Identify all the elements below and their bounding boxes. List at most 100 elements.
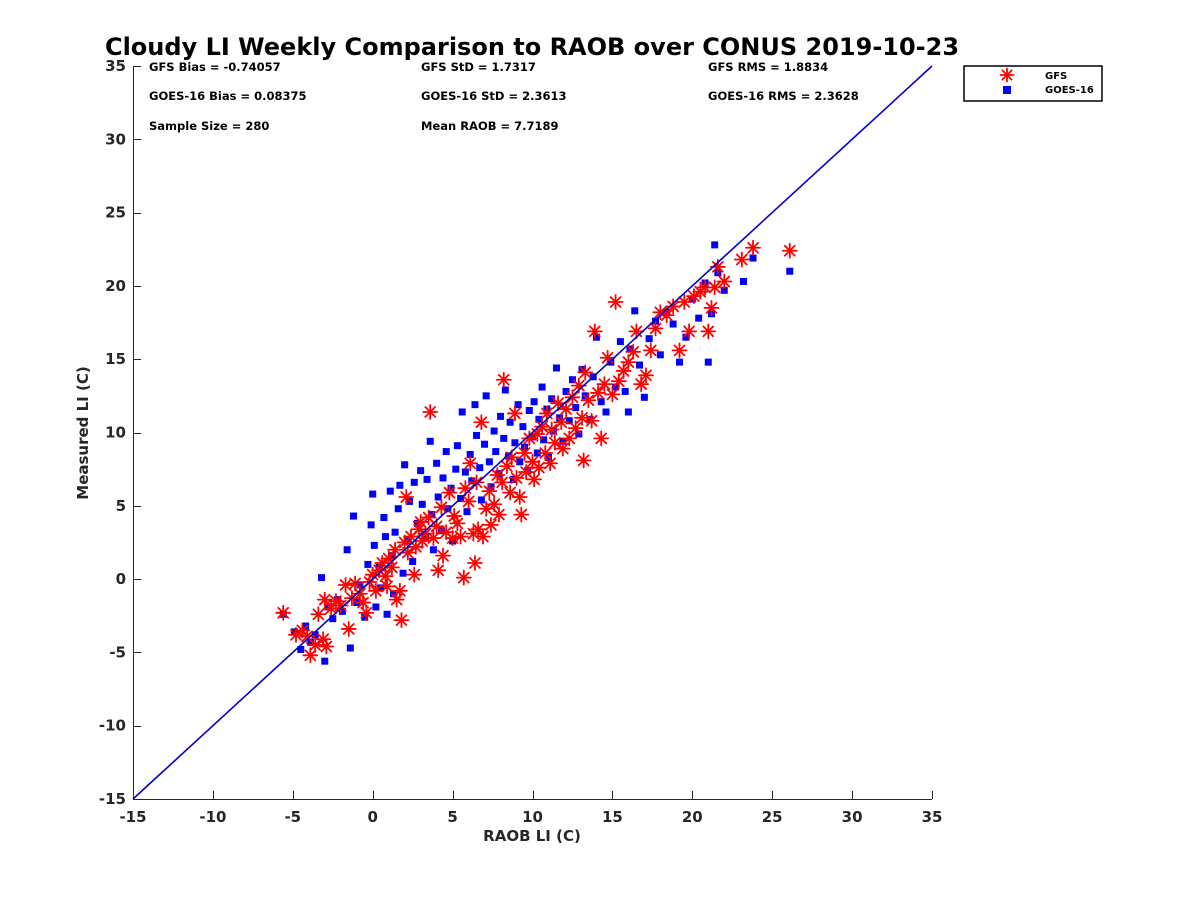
- gfs-point: [435, 547, 451, 564]
- x-tick-label: 20: [682, 808, 703, 826]
- goes-16-point: [399, 569, 407, 577]
- gfs-point: [367, 582, 384, 599]
- series-gfs: [275, 239, 798, 664]
- gfs-point: [676, 294, 693, 310]
- gfs-point: [620, 354, 637, 371]
- goes-16-point: [669, 320, 677, 328]
- goes-16-point: [297, 645, 305, 653]
- stat-goes-rms: GOES-16 RMS = 2.3628: [708, 89, 859, 103]
- goes-16-point: [318, 574, 326, 582]
- gfs-point: [337, 577, 354, 593]
- goes-16-point: [749, 254, 757, 262]
- gfs-point: [658, 307, 675, 324]
- goes-16-point: [565, 417, 573, 425]
- goes-16-point: [444, 505, 452, 513]
- goes-16-point: [290, 628, 298, 636]
- goes-16-point: [447, 484, 455, 492]
- gfs-point: [391, 582, 408, 599]
- goes-16-point: [389, 590, 397, 598]
- y-tick-label: -15: [99, 790, 126, 808]
- gfs-point: [468, 474, 485, 491]
- gfs-point: [358, 604, 375, 621]
- gfs-point: [467, 555, 483, 571]
- gfs-point: [441, 484, 458, 501]
- stat-gfs-std: GFS StD = 1.7317: [421, 60, 536, 74]
- y-tick-label: 30: [105, 130, 126, 148]
- gfs-point: [561, 430, 578, 447]
- x-tick-label: 5: [447, 808, 457, 826]
- legend-goes-square-icon: [1003, 86, 1011, 94]
- goes-16-point: [575, 430, 583, 438]
- gfs-point: [275, 604, 292, 621]
- goes-16-point: [497, 412, 505, 420]
- goes-16-point: [695, 314, 703, 322]
- goes-16-point: [466, 450, 474, 458]
- y-tick-label: 0: [116, 570, 126, 588]
- goes-16-point: [485, 458, 493, 466]
- gfs-point: [430, 562, 447, 579]
- gfs-point: [716, 273, 733, 290]
- goes-16-point: [477, 496, 485, 504]
- gfs-point: [452, 528, 469, 545]
- gfs-point: [491, 506, 507, 523]
- gfs-point: [607, 294, 624, 310]
- goes-16-point: [468, 477, 476, 485]
- goes-16-point: [410, 478, 418, 486]
- goes-16-point: [369, 490, 377, 498]
- legend-label-gfs: GFS: [1045, 71, 1067, 82]
- gfs-point: [513, 506, 530, 523]
- gfs-point: [703, 299, 720, 316]
- gfs-point: [625, 343, 642, 360]
- legend-label-goes-16: GOES-16: [1045, 85, 1094, 96]
- gfs-point: [553, 414, 570, 431]
- goes-16-point: [481, 440, 489, 448]
- x-tick-label: -10: [199, 808, 226, 826]
- goes-16-point: [463, 508, 471, 516]
- stat-sample-size: Sample Size = 280: [149, 119, 269, 133]
- gfs-point: [665, 298, 682, 315]
- gfs-point: [577, 364, 594, 381]
- gfs-point: [593, 430, 610, 447]
- legend: GFS GOES-16: [963, 65, 1103, 102]
- goes-16-point: [433, 459, 441, 467]
- one-to-one-line: [132, 65, 933, 800]
- gfs-point: [574, 409, 590, 426]
- legend-gfs-marker: [999, 67, 1015, 83]
- goes-16-point: [482, 392, 490, 400]
- gfs-point: [604, 386, 621, 403]
- legend-box: [963, 65, 1103, 102]
- gfs-point: [681, 323, 698, 340]
- goes-16-point: [367, 521, 375, 529]
- goes-16-point: [682, 333, 690, 341]
- stat-gfs-rms: GFS RMS = 1.8834: [708, 60, 828, 74]
- goes-16-point: [592, 333, 600, 341]
- x-tick-label: 0: [367, 808, 377, 826]
- goes-16-point: [492, 448, 500, 456]
- gfs-point: [516, 445, 533, 461]
- goes-16-point: [516, 458, 524, 466]
- x-tick-label: 10: [522, 808, 543, 826]
- x-tick-label: 35: [922, 808, 943, 826]
- goes-16-point: [676, 358, 684, 366]
- goes-16-point: [621, 387, 629, 395]
- goes-16-point: [509, 475, 517, 483]
- gfs-point: [638, 367, 654, 384]
- gfs-point: [700, 323, 717, 340]
- goes-16-point: [720, 286, 728, 294]
- gfs-point: [383, 559, 400, 576]
- gfs-point: [393, 612, 410, 629]
- gfs-point: [507, 405, 523, 422]
- goes-16-point: [490, 427, 498, 435]
- goes-16-point: [538, 383, 546, 391]
- gfs-point: [580, 392, 597, 409]
- goes-16-point: [401, 461, 409, 469]
- y-tick-label: -5: [109, 643, 126, 661]
- stat-mean-raob: Mean RAOB = 7.7189: [421, 119, 559, 133]
- gfs-point: [332, 597, 349, 614]
- gfs-point: [583, 412, 600, 429]
- goes-16-point: [501, 386, 509, 394]
- gfs-point: [398, 489, 415, 505]
- y-tick-label: 35: [105, 57, 126, 75]
- stats-annotations: GFS Bias = -0.74057 GFS StD = 1.7317 GFS…: [149, 60, 859, 133]
